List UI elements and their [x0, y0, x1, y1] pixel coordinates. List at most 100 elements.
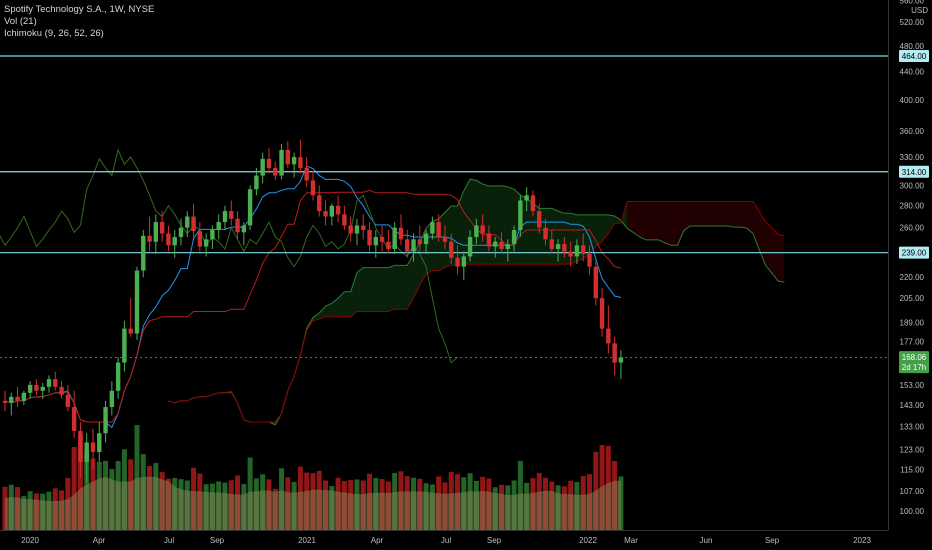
volume-bar: [561, 486, 567, 530]
candle-body: [549, 239, 554, 249]
candle-body: [298, 157, 303, 169]
cloud-segment: [683, 201, 691, 231]
volume-bar: [15, 487, 21, 530]
candle-body: [166, 233, 171, 246]
volume-bar: [323, 480, 329, 530]
volume-bar: [8, 484, 14, 530]
volume-bar: [480, 476, 486, 530]
price-tick-label: 280.00: [900, 202, 925, 211]
volume-bar: [128, 459, 134, 530]
candle-body: [392, 227, 397, 249]
volume-bar: [612, 461, 618, 530]
volume-bar: [297, 466, 303, 530]
candle-body: [480, 225, 485, 234]
volume-bar: [467, 473, 473, 530]
volume-bar: [549, 481, 555, 530]
volume-bar: [109, 469, 115, 530]
candle-body: [329, 205, 335, 217]
candle-body: [9, 396, 14, 403]
last-price-tag: [899, 351, 929, 374]
candle-body: [78, 430, 83, 462]
price-tick-label: 560.00: [900, 0, 925, 5]
cloud-segment: [394, 265, 401, 310]
volume-bar: [618, 476, 624, 530]
candle-body: [467, 236, 473, 257]
volume-bar: [253, 478, 259, 530]
volume-bar: [536, 472, 542, 530]
cloud-segment: [664, 201, 672, 246]
cloud-segment: [331, 298, 339, 317]
candle-body: [449, 241, 454, 258]
candle-body: [335, 205, 341, 215]
volume-bar: [52, 488, 58, 530]
candle-body: [537, 211, 542, 228]
candle-body: [518, 200, 523, 231]
ichimoku-cloud: [168, 179, 785, 425]
volume-bar: [348, 480, 354, 530]
volume-bar: [2, 486, 8, 530]
cloud-segment: [614, 215, 621, 224]
volume-indicator-label[interactable]: Vol (21): [4, 16, 37, 27]
volume-bar: [40, 493, 46, 530]
candle-body: [593, 266, 598, 299]
candle-body: [493, 241, 498, 247]
volume-bar: [417, 478, 423, 530]
cloud-segment: [646, 201, 653, 240]
candle-body: [304, 168, 309, 181]
volume-bar: [517, 461, 523, 530]
volume-bar: [209, 483, 215, 530]
cloud-segment: [765, 222, 772, 273]
horizontal-line-tag: [899, 246, 929, 259]
volume-bar: [134, 425, 140, 530]
volume-bar: [411, 477, 417, 530]
candle-body: [291, 157, 297, 165]
candle-body: [398, 227, 404, 240]
time-axis[interactable]: 2020 Apr Jul Sep 2021 Apr Jul Sep 2022 Mar Jun Sep 2…: [0, 530, 932, 550]
candle-body: [53, 379, 58, 387]
price-tick-label: 143.00: [900, 401, 925, 410]
candle-body: [159, 222, 165, 234]
cloud-segment: [570, 213, 577, 265]
horizontal-line-tag-label: 239.00: [902, 249, 927, 258]
leading-span-a: [168, 178, 785, 426]
price-tick-label: 220.00: [900, 273, 925, 282]
candle-body: [423, 233, 429, 245]
volume-bar: [84, 450, 90, 530]
cloud-segment: [356, 267, 364, 312]
volume-bar: [235, 475, 241, 530]
candle-body: [15, 396, 20, 401]
candle-body: [71, 407, 77, 431]
price-tick-label: 133.00: [900, 422, 925, 431]
candle-body: [317, 195, 322, 212]
horizontal-lines[interactable]: [0, 55, 888, 254]
candle-body: [266, 158, 272, 169]
volume-bar: [33, 493, 39, 530]
candle-body: [97, 433, 102, 453]
candle-body: [59, 386, 64, 395]
cloud-segment: [413, 242, 420, 299]
price-tick-label: 115.00: [900, 466, 924, 475]
candle-body: [405, 239, 410, 252]
volume-bar: [197, 473, 203, 530]
volume-bar: [71, 446, 77, 530]
time-tick-label: Apr: [93, 536, 106, 545]
volume-bar: [461, 477, 467, 530]
candle-body: [134, 270, 140, 334]
symbol-title[interactable]: Spotify Technology S.A., 1W, NYSE: [4, 4, 155, 15]
candle-body: [474, 225, 479, 237]
volume-bar: [335, 477, 341, 530]
cloud-segment: [608, 214, 615, 234]
candle-body: [103, 407, 108, 434]
volume-bar: [316, 470, 322, 530]
candle-body: [197, 231, 203, 247]
cloud-segment: [325, 303, 332, 317]
cloud-segment: [639, 201, 647, 240]
bar-countdown-label: 2d 17h: [902, 363, 926, 372]
volume-bar: [159, 472, 165, 530]
volume-bar: [121, 449, 127, 530]
time-tick-label: Mar: [624, 536, 638, 545]
ichimoku-indicator-label[interactable]: Ichimoku (9, 26, 52, 26): [4, 28, 104, 39]
candle-body: [543, 227, 548, 240]
